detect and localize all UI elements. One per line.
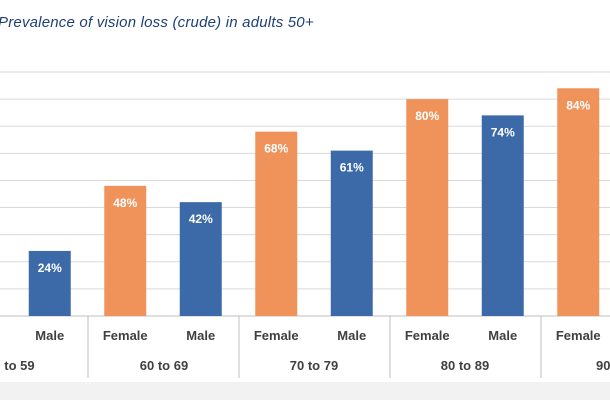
data-label: 24% xyxy=(38,261,62,275)
x-tick-label: Female xyxy=(103,328,148,343)
bar-female xyxy=(406,99,449,316)
group-label: 0 to 59 xyxy=(0,358,35,373)
x-tick-label: Female xyxy=(254,328,299,343)
data-label: 42% xyxy=(189,212,213,226)
bar-male xyxy=(179,202,222,316)
group-label: 80 to 89 xyxy=(441,358,489,373)
data-label: 48% xyxy=(113,196,137,210)
x-tick-label: Male xyxy=(337,328,366,343)
bar-male xyxy=(330,150,373,316)
x-tick-label: Male xyxy=(186,328,215,343)
bar-male xyxy=(28,250,71,316)
bar-female xyxy=(557,88,600,317)
data-label: 61% xyxy=(340,161,364,175)
x-tick-label: Female xyxy=(405,328,450,343)
group-label: 60 to 69 xyxy=(140,358,188,373)
group-label: 70 to 79 xyxy=(290,358,338,373)
x-tick-label: Male xyxy=(35,328,64,343)
bar-female xyxy=(255,131,298,316)
group-label: 90 p xyxy=(596,358,610,373)
x-tick-label: Male xyxy=(488,328,517,343)
data-label: 84% xyxy=(566,98,590,112)
bar-male xyxy=(481,115,524,316)
bottom-band xyxy=(0,382,610,400)
bar-female xyxy=(104,185,147,316)
data-label: 68% xyxy=(264,142,288,156)
data-label: 80% xyxy=(415,109,439,123)
data-label: 74% xyxy=(491,125,515,139)
x-tick-label: Female xyxy=(556,328,601,343)
chart-title: Prevalence of vision loss (crude) in adu… xyxy=(0,14,314,31)
